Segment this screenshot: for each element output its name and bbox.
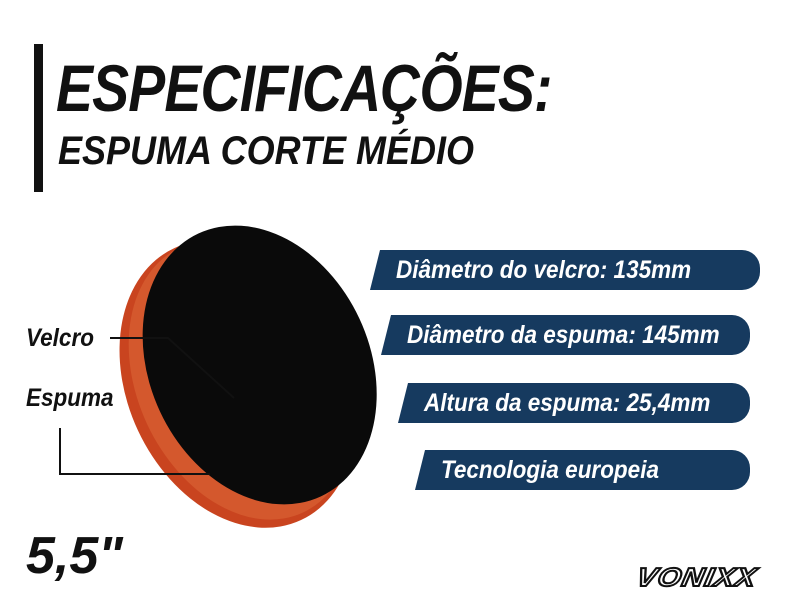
title-accent-bar	[34, 44, 43, 192]
spec-velcro-diameter: Diâmetro do velcro: 135mm	[396, 256, 692, 284]
velcro-pointer-line	[110, 337, 235, 399]
page-subtitle: ESPUMA CORTE MÉDIO	[58, 129, 475, 173]
velcro-layer	[142, 225, 377, 505]
spec-foam-height: Altura da espuma: 25,4mm	[424, 389, 711, 417]
vonixx-logo: VONIXX	[633, 561, 761, 593]
velcro-label: Velcro	[26, 324, 94, 352]
espuma-pointer-line	[59, 428, 210, 475]
espuma-label: Espuma	[26, 384, 114, 412]
spec-bar-technology: Tecnologia europeia	[415, 450, 750, 490]
spec-foam-diameter: Diâmetro da espuma: 145mm	[407, 321, 720, 349]
pad-size-label: 5,5"	[26, 527, 123, 585]
page-title: ESPECIFICAÇÕES:	[56, 51, 553, 125]
spec-bar-velcro-diameter: Diâmetro do velcro: 135mm	[370, 250, 760, 290]
spec-technology: Tecnologia europeia	[441, 456, 659, 484]
spec-bar-foam-diameter: Diâmetro da espuma: 145mm	[381, 315, 750, 355]
spec-bar-foam-height: Altura da espuma: 25,4mm	[398, 383, 750, 423]
